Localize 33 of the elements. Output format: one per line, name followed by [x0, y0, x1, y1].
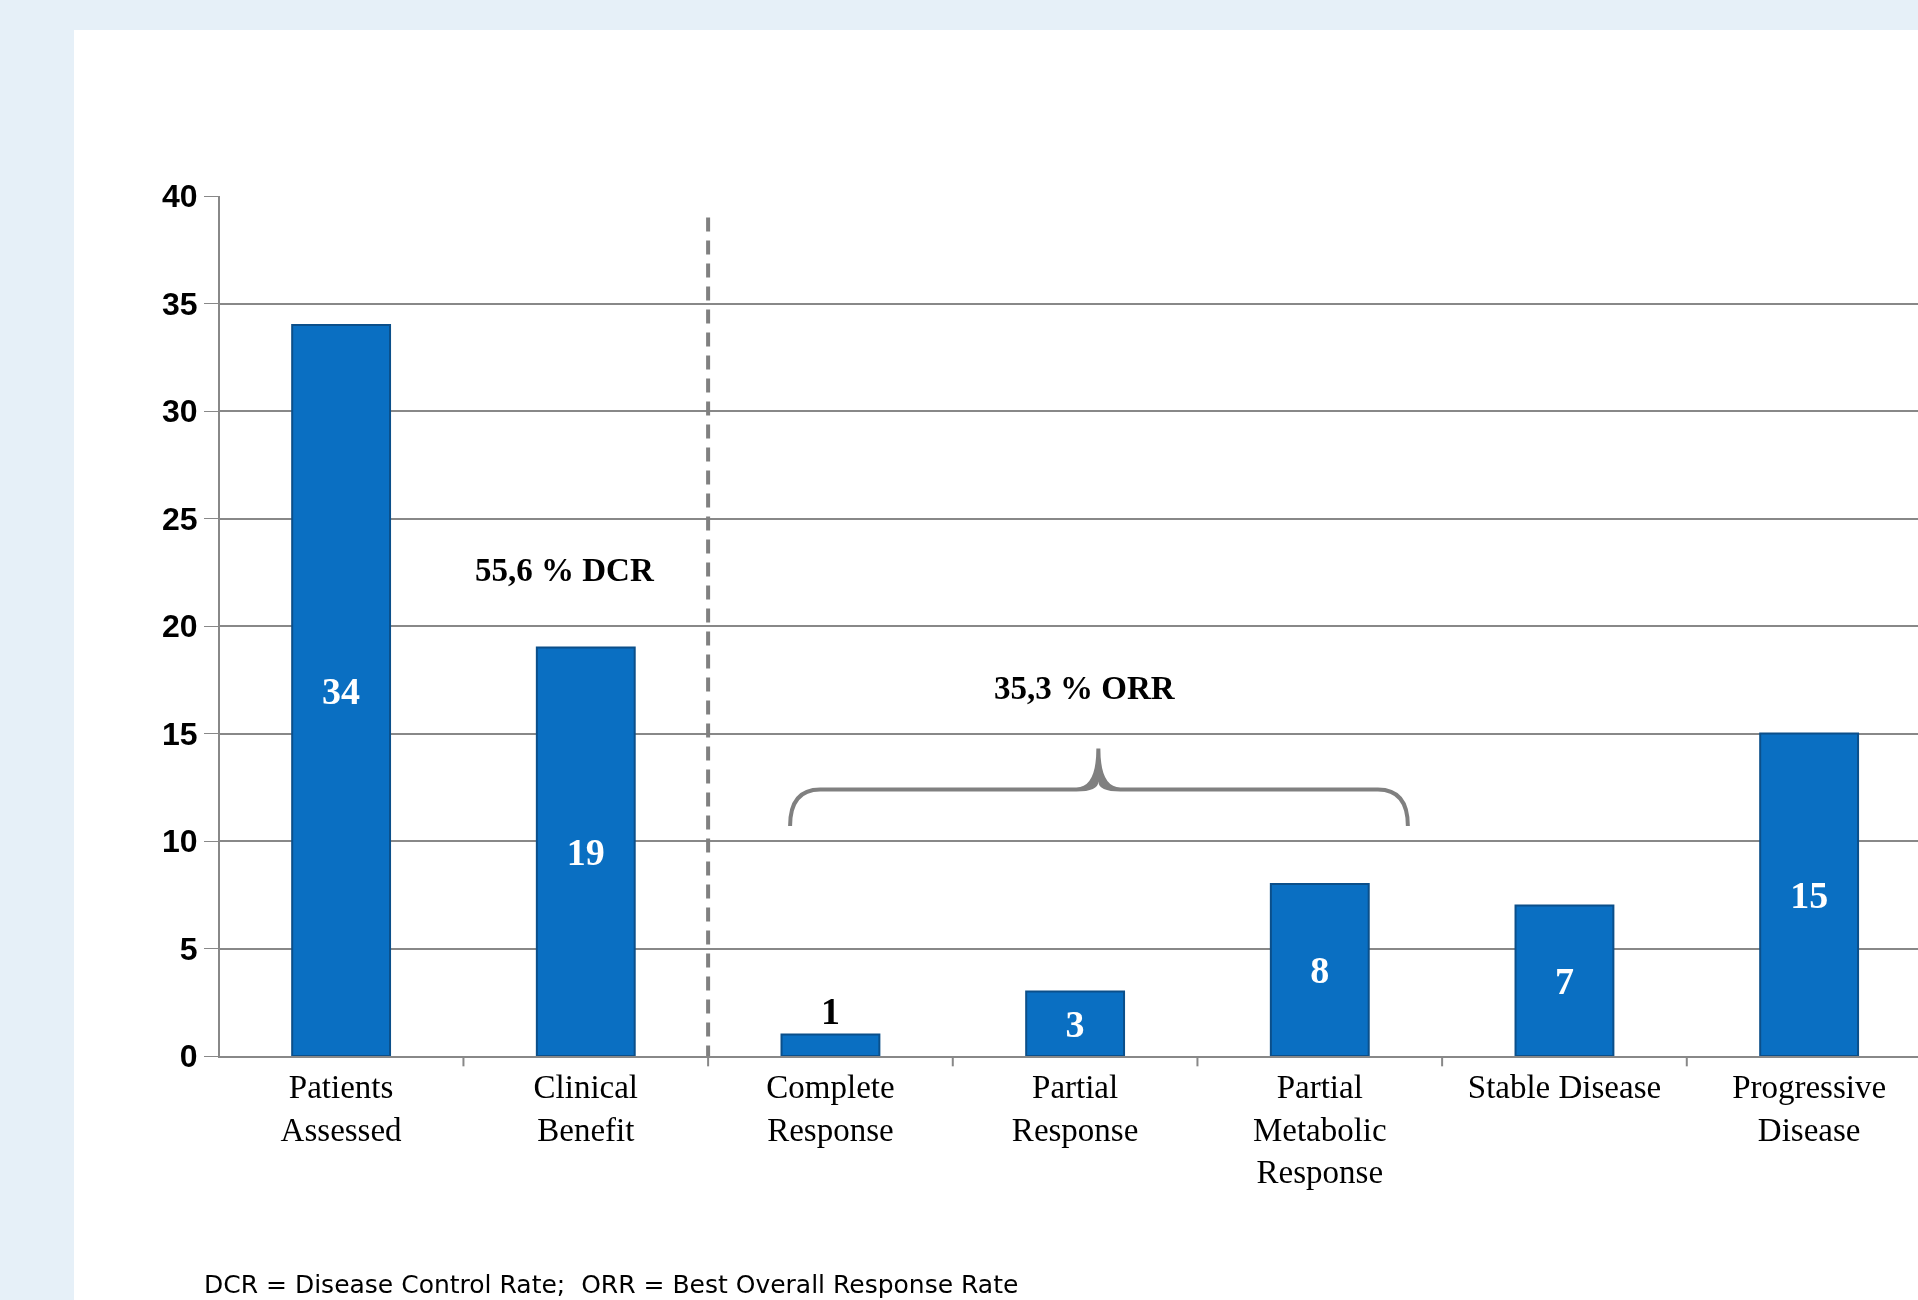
bar	[1025, 990, 1126, 1056]
bar	[1269, 883, 1370, 1056]
y-tick-label: 25	[162, 500, 198, 537]
x-tick-label: Complete Response	[766, 1068, 895, 1148]
data-label: 1	[820, 989, 840, 1032]
x-tick-label: Patients Assessed	[280, 1068, 403, 1148]
bar	[780, 1033, 881, 1056]
y-tick-label: 10	[162, 823, 198, 860]
data-label: 3	[1065, 1002, 1085, 1045]
y-tick-label: 0	[179, 1038, 198, 1075]
y-tick-label: 30	[162, 393, 198, 430]
x-tick-label: Clinical Benefit	[533, 1068, 639, 1148]
data-label: 15	[1790, 873, 1829, 916]
data-label: 7	[1554, 959, 1574, 1002]
bar	[535, 646, 636, 1056]
data-label: 8	[1310, 949, 1330, 991]
y-tick-label: 5	[179, 930, 198, 967]
y-tick-label: 20	[162, 608, 198, 645]
annotation: 55,6 % DCR	[475, 552, 655, 588]
y-tick-label: 40	[162, 178, 198, 215]
annotation: 35,3 % ORR	[994, 670, 1176, 706]
x-tick-label: Partial Metabolic Response	[1252, 1068, 1387, 1191]
bar	[291, 324, 392, 1056]
y-tick-label: 35	[162, 285, 198, 322]
x-tick-label: Stable Disease	[1467, 1068, 1662, 1105]
y-tick-label: 15	[162, 715, 198, 752]
x-tick-label: Progressive Disease	[1732, 1068, 1887, 1148]
text: DCR = Disease Control Rate; ORR = Best Overall Response Rate	[204, 1270, 1019, 1299]
data-label: 19	[566, 830, 605, 873]
x-tick-label: Partial Response	[1011, 1068, 1139, 1148]
bar	[1759, 732, 1860, 1056]
data-label: 34	[322, 669, 361, 712]
bar	[1514, 904, 1615, 1056]
